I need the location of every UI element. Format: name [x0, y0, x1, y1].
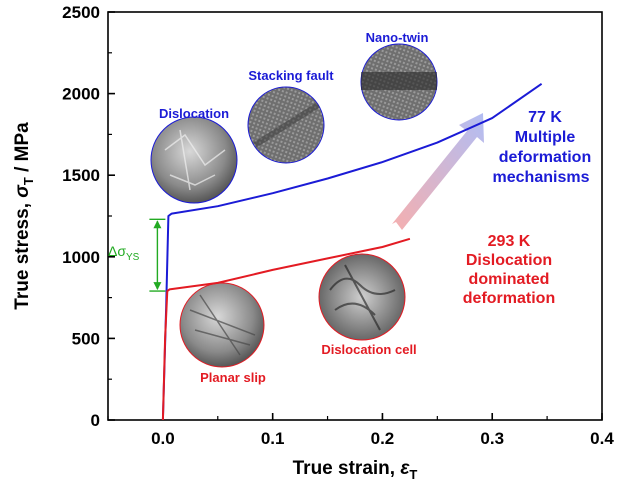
label-293k-line2: dominated [469, 271, 550, 288]
plot-frame [107, 11, 603, 421]
micrograph-label-planar-slip: Planar slip [200, 370, 266, 385]
y-tick-label: 1500 [62, 166, 100, 185]
micrograph-planar-slip [179, 282, 265, 368]
y-tick-label: 1000 [62, 248, 100, 267]
x-tick-label: 0.1 [261, 429, 285, 448]
x-tick-label: 0.2 [371, 429, 395, 448]
y-axis: 0 500 1000 1500 2000 2500 [62, 3, 115, 430]
x-tick-label: 0.4 [590, 429, 614, 448]
micrograph-label-stacking-fault: Stacking fault [248, 68, 334, 83]
x-axis-title: True strain, εT [293, 458, 418, 482]
delta-arrow-up [153, 220, 162, 229]
x-tick-label: 0.0 [151, 429, 175, 448]
y-axis-title: True stress, σT / MPa [12, 122, 36, 310]
label-77k-temperature: 77 K [528, 109, 562, 126]
y-tick-label: 500 [72, 329, 100, 348]
delta-ys-label: ΔσYS [108, 243, 140, 263]
label-293k-line1: Dislocation [466, 252, 552, 269]
label-293k-temperature: 293 K [488, 233, 531, 250]
delta-yield-strength-bracket [149, 218, 166, 292]
micrograph-nano-twin [360, 43, 438, 121]
y-tick-label: 0 [91, 411, 100, 430]
x-tick-label: 0.3 [480, 429, 504, 448]
micrograph-label-dislocation-cell: Dislocation cell [321, 342, 416, 357]
micrograph-label-nano-twin: Nano-twin [366, 30, 429, 45]
label-293k-line3: deformation [463, 290, 555, 307]
series-line-77-k [161, 82, 543, 420]
label-77k-line3: mechanisms [493, 169, 590, 186]
delta-arrow-down [153, 282, 162, 291]
micrograph-stacking-fault [247, 86, 325, 164]
micrograph-dislocation [150, 116, 238, 204]
series-line-293-k [161, 237, 411, 420]
label-77k-line2: deformation [499, 149, 591, 166]
y-tick-label: 2000 [62, 85, 100, 104]
micrograph-label-dislocation: Dislocation [159, 106, 229, 121]
y-tick-label: 2500 [62, 3, 100, 22]
x-axis: 0.0 0.1 0.2 0.3 0.4 [107, 413, 614, 448]
label-77k-line1: Multiple [515, 129, 576, 146]
micrograph-dislocation-cell [318, 253, 406, 341]
transition-arrow [392, 113, 484, 230]
